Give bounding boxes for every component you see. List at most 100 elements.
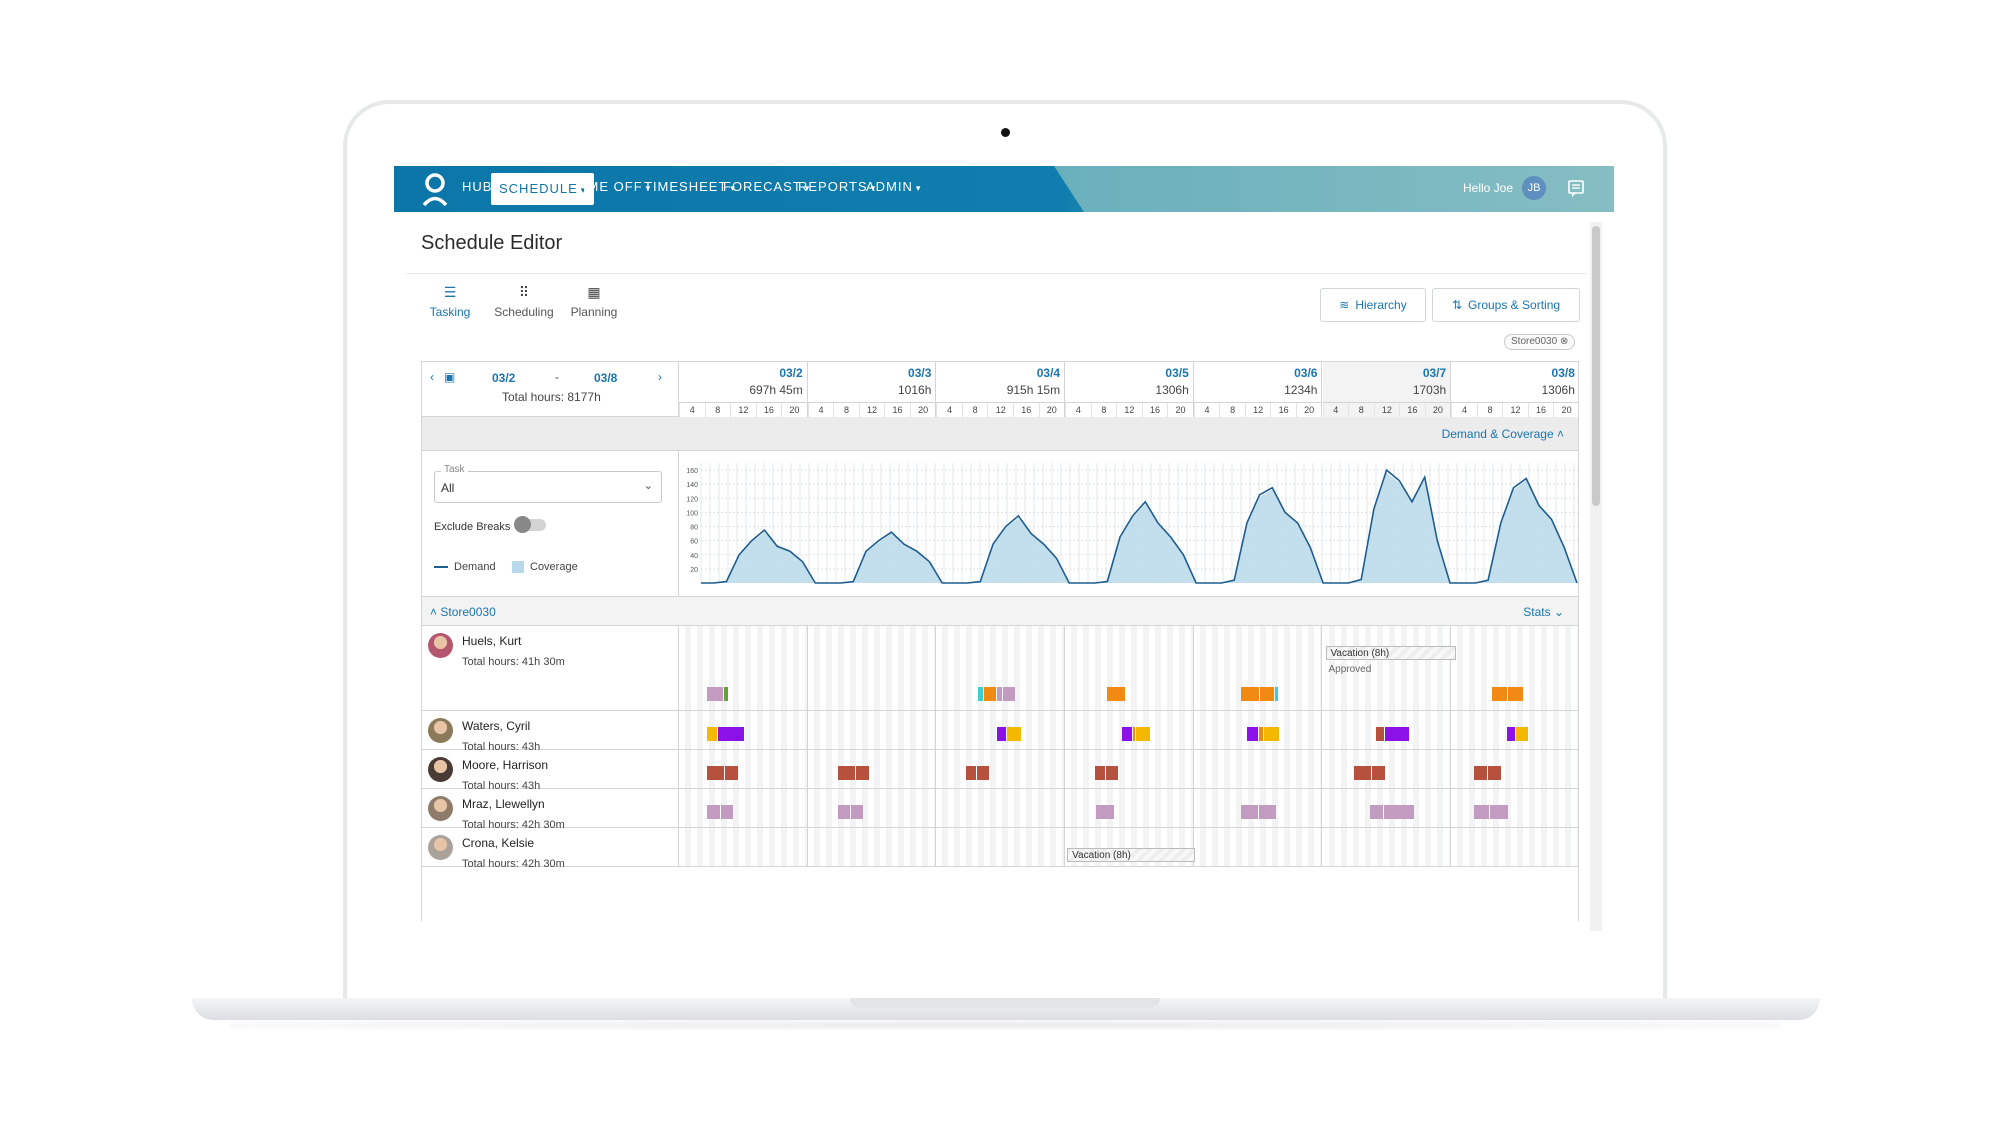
nav-timesheet[interactable]: TIMESHEET ▾ <box>644 179 736 199</box>
user-avatar[interactable]: JB <box>1522 176 1546 200</box>
day-header[interactable]: 03/5 1306h 4 8 12 16 20 <box>1065 362 1194 417</box>
day-cell[interactable] <box>679 750 808 788</box>
day-cell[interactable] <box>1322 750 1452 788</box>
nav-admin[interactable]: ADMIN ▾ <box>866 179 921 199</box>
close-icon[interactable]: ⊗ <box>1559 336 1569 347</box>
employee-info[interactable]: Waters, Cyril Total hours: 43h <box>422 711 679 753</box>
day-cell[interactable] <box>807 711 937 749</box>
store-group-toggle[interactable]: ˄ Store0030 <box>430 605 496 619</box>
day-cell[interactable] <box>1065 750 1194 788</box>
calendar-icon[interactable]: ▣ <box>444 370 456 384</box>
shift-block[interactable] <box>1474 766 1502 780</box>
day-cell[interactable] <box>807 828 937 866</box>
nav-admin-label: ADMIN <box>866 179 913 194</box>
vacation-block[interactable]: Vacation (8h) <box>1325 646 1456 660</box>
employee-info[interactable]: Moore, Harrison Total hours: 43h <box>422 750 679 792</box>
day-cell[interactable] <box>807 750 937 788</box>
day-header[interactable]: 03/4 915h 15m 4 8 12 16 20 <box>936 362 1066 417</box>
tab-scheduling[interactable]: ⠿ Scheduling <box>489 284 559 319</box>
day-cell[interactable] <box>1193 711 1323 749</box>
shift-block[interactable] <box>1492 687 1524 701</box>
range-end[interactable]: 03/8 <box>594 371 618 385</box>
day-cell[interactable] <box>1322 828 1452 866</box>
day-cell[interactable] <box>1451 750 1578 788</box>
shift-block[interactable] <box>707 805 733 819</box>
app-logo-icon[interactable] <box>422 172 448 206</box>
demand-coverage-toggle[interactable]: Demand & Coverage ˄ <box>1442 427 1564 441</box>
chevron-right-icon[interactable]: › <box>658 370 662 384</box>
day-header[interactable]: 03/3 1016h 4 8 12 16 20 <box>807 362 937 417</box>
range-start[interactable]: 03/2 <box>492 371 516 385</box>
store-filter-chip[interactable]: Store0030 ⊗ <box>1504 334 1576 350</box>
shift-block[interactable] <box>1122 727 1151 741</box>
day-cell[interactable] <box>1193 828 1323 866</box>
tab-tasking[interactable]: ☰ Tasking <box>415 284 485 319</box>
nav-hub[interactable]: HUB <box>462 179 492 199</box>
nav-schedule[interactable]: SCHEDULE ▾ <box>491 173 595 205</box>
shift-block[interactable] <box>1507 727 1529 741</box>
shift-block[interactable] <box>1474 805 1509 819</box>
employee-info[interactable]: Huels, Kurt Total hours: 41h 30m <box>422 626 679 710</box>
day-cell[interactable] <box>1065 626 1194 710</box>
nav-time-off[interactable]: TIME OFF ▾ <box>574 179 651 199</box>
laptop-base <box>192 998 1820 1020</box>
day-cell[interactable] <box>1193 789 1323 827</box>
scrollbar-thumb[interactable] <box>1592 226 1600 506</box>
shift-block[interactable] <box>1369 805 1414 819</box>
nav-forecast[interactable]: FORECAST ▾ <box>723 179 810 199</box>
nav-schedule-label: SCHEDULE <box>499 181 578 196</box>
nav-gradient <box>1054 166 1614 212</box>
shift-block[interactable] <box>1353 766 1385 780</box>
stats-toggle[interactable]: Stats ⌄ <box>1523 605 1564 619</box>
task-select[interactable]: Task All ⌄ <box>434 464 662 503</box>
day-cell[interactable] <box>679 828 808 866</box>
task-segment <box>1369 805 1383 819</box>
shift-block[interactable] <box>1246 727 1279 741</box>
shift-block[interactable] <box>1095 766 1119 780</box>
day-cell[interactable] <box>807 789 937 827</box>
shift-block[interactable] <box>978 687 1016 701</box>
employee-row: Crona, Kelsie Total hours: 42h 30m <box>422 828 1578 870</box>
groups-sorting-button[interactable]: ⇅ Groups & Sorting <box>1432 288 1580 322</box>
day-header[interactable]: 03/8 1306h 4 8 12 16 20 <box>1451 362 1578 417</box>
shift-block[interactable] <box>997 727 1022 741</box>
messages-icon[interactable] <box>1568 180 1584 198</box>
employee-name: Moore, Harrison <box>462 758 549 772</box>
exclude-breaks-toggle[interactable] <box>514 516 546 533</box>
hierarchy-button[interactable]: ≋ Hierarchy <box>1320 288 1426 322</box>
chevron-left-icon[interactable]: ‹ <box>430 370 434 384</box>
day-cell[interactable] <box>1322 626 1452 710</box>
day-cell[interactable] <box>936 789 1066 827</box>
employee-info[interactable]: Mraz, Llewellyn Total hours: 42h 30m <box>422 789 679 831</box>
day-cell[interactable] <box>936 828 1066 866</box>
day-cell[interactable] <box>807 626 937 710</box>
shift-block[interactable] <box>1375 727 1409 741</box>
vacation-block[interactable]: Vacation (8h) <box>1067 848 1196 862</box>
day-cell[interactable] <box>936 750 1066 788</box>
day-cell[interactable] <box>679 626 808 710</box>
tab-planning[interactable]: ▦ Planning <box>559 284 629 319</box>
day-header[interactable]: 03/2 697h 45m 4 8 12 16 20 <box>679 362 808 417</box>
shift-block[interactable] <box>1107 687 1126 701</box>
employee-info[interactable]: Crona, Kelsie Total hours: 42h 30m <box>422 828 679 870</box>
shift-block[interactable] <box>1240 805 1276 819</box>
shift-block[interactable] <box>1240 687 1278 701</box>
shift-block[interactable] <box>837 766 869 780</box>
shift-block[interactable] <box>966 766 990 780</box>
task-segment <box>1384 727 1409 741</box>
day-cell[interactable] <box>1451 828 1578 866</box>
nav-reports[interactable]: REPORTS ▾ <box>798 179 876 199</box>
shift-block[interactable] <box>707 687 728 701</box>
shift-block[interactable] <box>1096 805 1115 819</box>
day-cell[interactable] <box>679 789 808 827</box>
day-header[interactable]: 03/7 1703h 4 8 12 16 20 <box>1322 362 1452 417</box>
day-cell[interactable] <box>1451 789 1578 827</box>
legend-demand: Demand <box>434 561 496 573</box>
shift-block[interactable] <box>707 766 738 780</box>
shift-block[interactable] <box>707 727 744 741</box>
page-scrollbar[interactable] <box>1590 222 1602 931</box>
shift-block[interactable] <box>837 805 863 819</box>
day-header[interactable]: 03/6 1234h 4 8 12 16 20 <box>1193 362 1323 417</box>
day-cell[interactable] <box>1065 789 1194 827</box>
day-cell[interactable] <box>1193 750 1323 788</box>
